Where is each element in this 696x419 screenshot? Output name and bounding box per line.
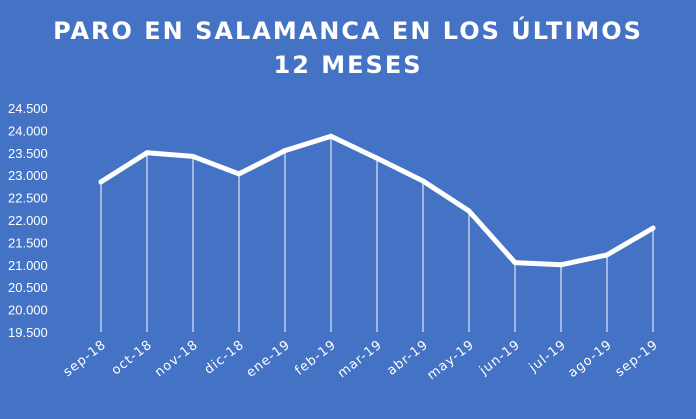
data-point — [190, 153, 196, 159]
x-tick-label: oct-18 — [109, 337, 156, 378]
data-point — [328, 133, 334, 139]
chart-title: PARO EN SALAMANCA EN LOS ÚLTIMOS 12 MESE… — [0, 14, 696, 82]
data-point — [466, 208, 472, 214]
y-tick-label: 21.500 — [8, 235, 48, 250]
x-tick-label: jun-19 — [476, 337, 523, 379]
y-tick-label: 21.000 — [8, 258, 48, 273]
x-tick-label: feb-19 — [292, 337, 339, 378]
y-tick-label: 20.000 — [8, 303, 48, 318]
data-point — [604, 252, 610, 258]
y-tick-label: 23.500 — [8, 146, 48, 161]
x-tick-label: dic-18 — [202, 337, 248, 377]
data-point — [512, 260, 518, 266]
chart-title-line-2: 12 MESES — [273, 51, 423, 79]
y-tick-label: 24.500 — [8, 101, 48, 116]
y-tick-label: 19.500 — [8, 325, 48, 340]
x-tick-label: mar-19 — [335, 337, 386, 381]
x-tick-label: may-19 — [425, 337, 478, 383]
chart-title-line-1: PARO EN SALAMANCA EN LOS ÚLTIMOS — [53, 17, 643, 45]
x-tick-label: nov-18 — [152, 337, 201, 380]
data-point — [558, 262, 564, 268]
x-tick-label: sep-19 — [613, 337, 662, 380]
y-tick-label: 22.500 — [8, 191, 48, 206]
y-tick-label: 24.000 — [8, 123, 48, 138]
x-tick-label: sep-18 — [61, 337, 110, 380]
data-point — [144, 150, 150, 156]
data-point — [650, 225, 656, 231]
x-tick-label: ene-19 — [244, 337, 294, 381]
y-tick-label: 20.500 — [8, 280, 48, 295]
y-tick-label: 22.000 — [8, 213, 48, 228]
y-tick-label: 23.000 — [8, 168, 48, 183]
x-tick-label: jul-19 — [526, 337, 570, 376]
data-point — [236, 171, 242, 177]
data-point — [282, 148, 288, 154]
data-point — [420, 178, 426, 184]
x-tick-label: ago-19 — [566, 337, 616, 381]
data-point — [98, 179, 104, 185]
data-point — [374, 155, 380, 161]
